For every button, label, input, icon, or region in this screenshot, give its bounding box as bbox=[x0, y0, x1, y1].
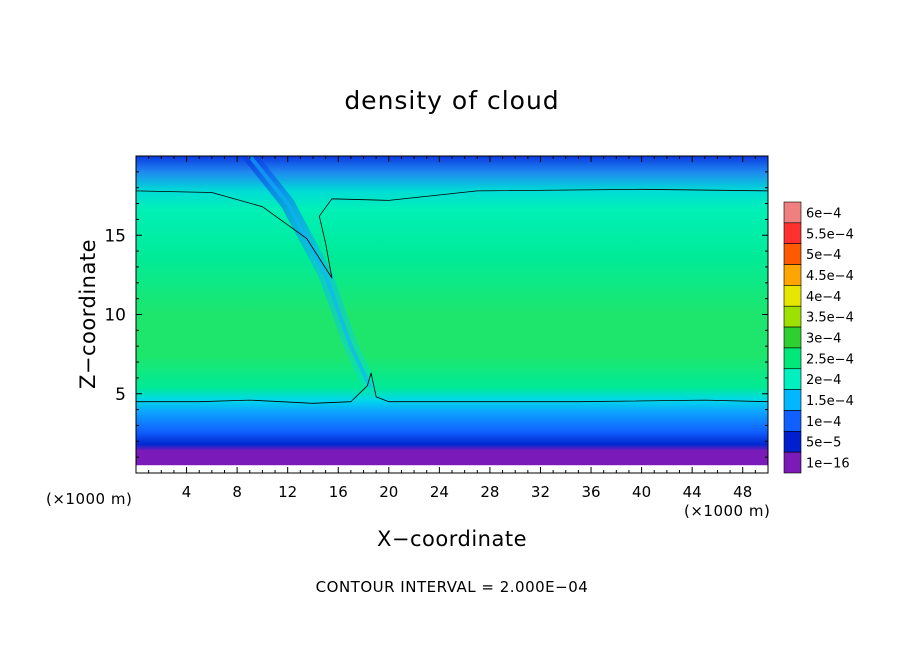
x-tick-label: 20 bbox=[379, 483, 398, 501]
contour-line-top bbox=[136, 188, 768, 279]
y-tick-label: 5 bbox=[115, 385, 126, 405]
x-tick-label: 44 bbox=[683, 483, 702, 501]
chart-title: density of cloud bbox=[344, 86, 560, 115]
colorbar-label: 5.5e−4 bbox=[806, 227, 854, 242]
x-tick-label: 36 bbox=[581, 483, 600, 501]
colorbar-swatch bbox=[783, 264, 802, 286]
colorbar-label: 6e−4 bbox=[806, 206, 841, 221]
colorbar-swatch bbox=[783, 368, 802, 390]
colorbar-label: 1.5e−4 bbox=[806, 394, 854, 409]
colorbar-swatch bbox=[783, 285, 802, 307]
contour-interval-note: CONTOUR INTERVAL = 2.000E−04 bbox=[315, 578, 589, 596]
colorbar-label: 3e−4 bbox=[806, 332, 841, 347]
y-axis-label: Z−coordinate bbox=[76, 239, 100, 389]
x-tick-label: 4 bbox=[182, 483, 192, 501]
x-tick-label: 12 bbox=[278, 483, 297, 501]
x-unit-right: (×1000 m) bbox=[684, 502, 771, 520]
colorbar-swatch bbox=[783, 201, 802, 224]
x-tick-label: 16 bbox=[329, 483, 348, 501]
plume-core bbox=[247, 156, 372, 388]
colorbar-label: 2.5e−4 bbox=[806, 352, 854, 367]
field-background bbox=[136, 156, 768, 473]
colorbar-label: 4e−4 bbox=[806, 290, 841, 305]
colorbar-swatch bbox=[783, 389, 802, 411]
plot-area bbox=[136, 156, 768, 473]
colorbar-label: 5e−4 bbox=[806, 248, 841, 263]
colorbar-swatch bbox=[783, 222, 802, 244]
x-tick-label: 40 bbox=[632, 483, 651, 501]
colorbar-swatch bbox=[783, 410, 802, 432]
x-tick-label: 48 bbox=[733, 483, 752, 501]
colorbar: 6e−4 5.5e−4 5e−4 4.5e−4 4e−4 3.5e−4 3e−4 2.5e−4… bbox=[783, 201, 854, 474]
colorbar-swatch bbox=[783, 305, 802, 328]
colorbar-label: 4.5e−4 bbox=[806, 269, 854, 284]
colorbar-label: 3.5e−4 bbox=[806, 311, 854, 326]
colorbar-label: 1e−16 bbox=[806, 457, 850, 472]
colorbar-swatch bbox=[783, 451, 802, 474]
contour-line-base bbox=[136, 372, 768, 404]
x-tick-label: 8 bbox=[232, 483, 242, 501]
colorbar-swatch bbox=[783, 243, 802, 265]
x-unit-left: (×1000 m) bbox=[46, 490, 133, 508]
colorbar-label: 1e−4 bbox=[806, 415, 841, 430]
colorbar-swatch bbox=[783, 326, 802, 349]
y-tick-label: 10 bbox=[104, 306, 126, 326]
y-tick-label: 15 bbox=[104, 226, 126, 246]
colorbar-label: 5e−5 bbox=[806, 436, 841, 451]
x-tick-label: 28 bbox=[480, 483, 499, 501]
colorbar-label: 2e−4 bbox=[806, 373, 841, 388]
x-tick-label: 24 bbox=[430, 483, 449, 501]
colorbar-swatch bbox=[783, 431, 802, 453]
x-tick-label: 32 bbox=[531, 483, 550, 501]
colorbar-swatch bbox=[783, 347, 802, 370]
x-axis-label: X−coordinate bbox=[377, 527, 527, 551]
